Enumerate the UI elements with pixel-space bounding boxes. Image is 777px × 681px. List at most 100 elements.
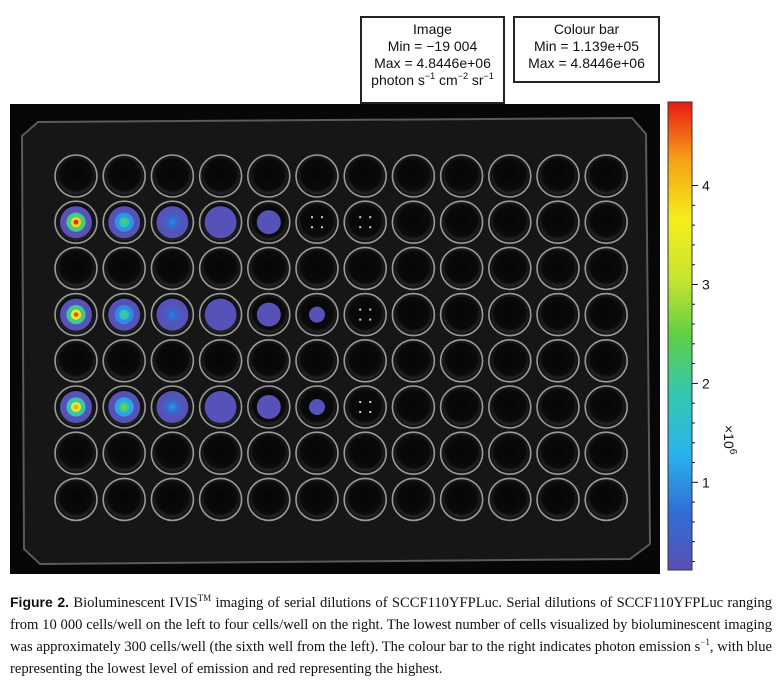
well-interior [202, 435, 239, 472]
well [54, 477, 98, 522]
well-interior [299, 435, 335, 472]
well-interior [588, 204, 625, 241]
signals-group [60, 206, 372, 423]
signal-peak [121, 312, 127, 317]
well [536, 477, 580, 522]
well-interior [443, 435, 480, 472]
well [198, 246, 243, 291]
well [150, 338, 195, 383]
well [246, 246, 291, 291]
caption-text-1: Bioluminescent IVIS [69, 595, 198, 611]
well [246, 431, 291, 476]
noise-dot [369, 226, 372, 229]
signal-peak [170, 312, 175, 317]
signal-peak [121, 404, 127, 410]
well [198, 385, 243, 429]
well [391, 431, 436, 476]
well [584, 385, 629, 429]
well [150, 292, 195, 337]
well [150, 477, 195, 522]
noise-dot [369, 216, 372, 219]
signal-peak [73, 404, 79, 410]
well [487, 292, 532, 337]
well [295, 292, 339, 337]
caption-text-3: , with blue representing the lowest leve… [10, 639, 772, 677]
well-interior [588, 342, 625, 379]
well [198, 477, 243, 522]
well [343, 200, 388, 244]
well [150, 385, 195, 429]
signal-halo [204, 391, 237, 423]
well [536, 338, 580, 383]
well [102, 154, 146, 198]
well [54, 292, 98, 337]
well [295, 431, 339, 476]
well [343, 477, 388, 522]
well-interior [395, 296, 432, 333]
well-interior [299, 481, 335, 518]
colour-bar-info-box: Colour bar Min = 1.139e+05 Max = 4.8446e… [513, 16, 660, 83]
well-interior [250, 158, 287, 194]
noise-dot [311, 216, 313, 219]
well [102, 200, 146, 244]
well [246, 200, 291, 244]
well-interior [58, 435, 94, 472]
well [584, 477, 629, 522]
well-interior [154, 435, 191, 472]
image-max-value: Max = 4.8446e+06 [374, 55, 491, 71]
well [150, 431, 195, 476]
well [102, 431, 146, 476]
well-interior [588, 158, 625, 194]
well-interior [347, 481, 384, 518]
colour-bar: 1 2 3 4 ×106 [667, 101, 738, 571]
well-interior [491, 435, 528, 472]
well [536, 200, 580, 244]
well [198, 200, 243, 244]
well-interior [395, 435, 432, 472]
well-interior [395, 389, 432, 425]
noise-dot [369, 401, 372, 403]
well-interior [443, 158, 480, 194]
well [391, 292, 436, 337]
well [536, 431, 580, 476]
noise-dot [321, 216, 323, 219]
well [246, 477, 291, 522]
colour-bar-box-title: Colour bar [553, 21, 620, 37]
well [343, 385, 388, 429]
well [584, 154, 629, 198]
signal-peak [73, 312, 79, 317]
well [198, 431, 243, 476]
well-interior [588, 250, 625, 287]
well-interior [299, 204, 335, 241]
well [102, 477, 146, 522]
well-interior [540, 481, 576, 518]
signal-peak [73, 219, 79, 225]
well [54, 431, 98, 476]
well [343, 338, 388, 383]
well-interior [58, 342, 94, 379]
well [343, 246, 388, 291]
well [439, 385, 484, 429]
well-interior [202, 250, 239, 287]
well [295, 154, 339, 198]
well-interior [443, 296, 480, 333]
well [487, 431, 532, 476]
well [536, 246, 580, 291]
signal-halo [309, 306, 325, 323]
caption-label: Figure 2. [10, 594, 70, 610]
well-interior [491, 342, 528, 379]
figure-caption: Figure 2. Bioluminescent IVISTM imaging … [10, 591, 772, 680]
well-interior [58, 481, 94, 518]
well [536, 154, 580, 198]
noise-dot [359, 401, 362, 403]
well [54, 246, 98, 291]
well [487, 338, 532, 383]
well [391, 200, 436, 244]
colour-bar-max-value: Max = 4.8446e+06 [528, 55, 645, 71]
image-info-box: Image Min = −19 004 Max = 4.8446e+06 pho… [360, 16, 505, 104]
well-interior [154, 342, 191, 379]
well-interior [106, 250, 143, 287]
well [54, 154, 98, 198]
image-box-title: Image [413, 21, 452, 37]
well-interior [540, 389, 576, 425]
